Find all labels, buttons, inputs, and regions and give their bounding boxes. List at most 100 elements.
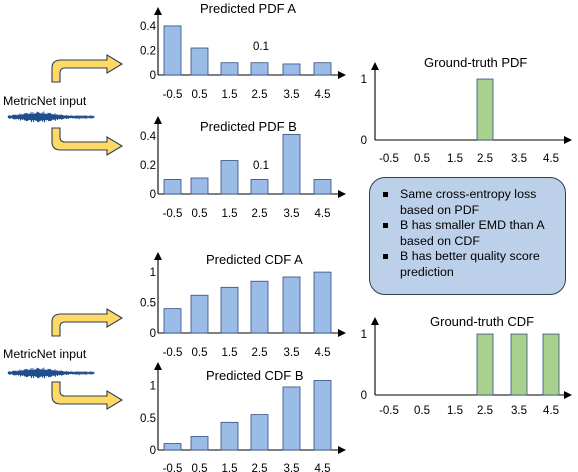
bar — [476, 78, 494, 141]
y-tick-label: 0 — [361, 390, 367, 402]
y-tick-label: 0.5 — [140, 413, 156, 425]
chart-5: Predicted CDF B 0 0.5 1 -0.5 0.5 1.5 2.5 3.5 4.5 — [140, 362, 346, 472]
bar — [220, 160, 239, 195]
x-tick-label: 1.5 — [222, 347, 238, 359]
bar — [163, 443, 182, 451]
x-tick-label: 0.5 — [414, 405, 430, 417]
chart-6: Ground-truth CDF 0 1 -0.5 0.5 1.5 2.5 3.5 4.5 — [361, 314, 572, 417]
summary-list: Same cross-entropy loss based on PDF B h… — [378, 187, 559, 281]
x-tick-label: -0.5 — [379, 153, 399, 165]
input-label-top: MetricNet input — [3, 94, 87, 108]
x-tick-label: -0.5 — [163, 463, 183, 472]
x-tick-label: 3.5 — [511, 153, 527, 165]
x-tick-label: 2.5 — [252, 89, 268, 101]
y-tick-label: 0 — [150, 445, 156, 457]
bar — [313, 271, 332, 334]
flow-arrows — [51, 54, 124, 410]
x-tick-label: -0.5 — [163, 89, 183, 101]
bar-value-annotation: 0.1 — [253, 160, 269, 172]
summary-item: B has smaller EMD than A based on CDF — [378, 218, 559, 249]
bar — [220, 62, 239, 76]
bar — [282, 276, 301, 334]
x-tick-label: 2.5 — [252, 347, 268, 359]
y-tick-label: 0 — [150, 189, 156, 201]
y-tick-label: 0 — [361, 135, 367, 147]
x-tick-label: 3.5 — [284, 89, 300, 101]
bar — [250, 179, 269, 195]
chart-title: Ground-truth PDF — [424, 55, 527, 70]
x-tick-label: 1.5 — [222, 463, 238, 472]
input-label-bottom: MetricNet input — [3, 347, 87, 361]
bent-arrow-icon — [51, 381, 124, 410]
x-tick-label: 4.5 — [543, 405, 559, 417]
y-tick-label: 1 — [150, 267, 156, 279]
x-tick-label: 1.5 — [222, 208, 238, 220]
chart-title: Predicted CDF B — [206, 368, 304, 383]
y-tick-label: 0 — [150, 70, 156, 82]
bar — [163, 179, 182, 195]
x-tick-label: 3.5 — [511, 405, 527, 417]
bent-arrow-icon — [51, 308, 124, 337]
bar — [190, 177, 209, 195]
bar — [313, 380, 332, 451]
bar — [163, 25, 182, 76]
summary-item: B has better quality score prediction — [378, 249, 559, 280]
y-tick-label: 0 — [150, 328, 156, 340]
x-tick-label: 2.5 — [252, 208, 268, 220]
y-tick-label: 0.5 — [140, 298, 156, 310]
x-tick-label: 0.5 — [192, 347, 208, 359]
x-tick-label: 4.5 — [315, 208, 331, 220]
x-tick-label: -0.5 — [163, 208, 183, 220]
x-tick-label: 4.5 — [315, 347, 331, 359]
bar-value-annotation: 0.1 — [253, 41, 269, 53]
x-tick-label: 0.5 — [192, 89, 208, 101]
x-tick-label: 4.5 — [543, 153, 559, 165]
y-tick-label: 1 — [361, 329, 367, 341]
chart-4: Predicted CDF A 0 0.5 1 -0.5 0.5 1.5 2.5 3.5 4.5 — [140, 252, 346, 359]
chart-title: Predicted PDF A — [200, 1, 296, 16]
y-tick-label: 1 — [150, 381, 156, 393]
chart-title: Ground-truth CDF — [430, 314, 534, 329]
bar — [220, 286, 239, 334]
bar — [510, 333, 528, 396]
bent-arrow-icon — [51, 54, 124, 83]
bar — [476, 333, 494, 396]
bar — [313, 62, 332, 76]
waveform-icon-top — [7, 111, 95, 123]
x-tick-label: 0.5 — [192, 463, 208, 472]
summary-item: Same cross-entropy loss based on PDF — [378, 187, 559, 218]
bar — [282, 63, 301, 76]
chart-title: Predicted PDF B — [200, 119, 297, 134]
x-tick-label: 2.5 — [252, 463, 268, 472]
summary-note-box: Same cross-entropy loss based on PDF B h… — [369, 177, 566, 295]
bar — [190, 47, 209, 76]
x-tick-label: -0.5 — [163, 347, 183, 359]
bar — [190, 436, 209, 451]
charts-group: Predicted PDF A 0 0.2 0.4 -0.5 0.5 1.5 2.5 3.5 4.… — [140, 1, 572, 472]
y-tick-label: 1 — [361, 74, 367, 86]
waveform-icon-bottom — [7, 367, 95, 379]
bar — [250, 280, 269, 334]
bar — [282, 133, 301, 195]
y-tick-label: 0.2 — [140, 45, 156, 57]
y-tick-label: 0.4 — [140, 21, 157, 33]
x-tick-label: 1.5 — [447, 405, 463, 417]
x-tick-label: 3.5 — [284, 208, 300, 220]
x-tick-label: 2.5 — [477, 153, 493, 165]
bar — [282, 386, 301, 451]
chart-1: Predicted PDF A 0 0.2 0.4 -0.5 0.5 1.5 2.5 3.5 4.… — [140, 1, 346, 101]
bar — [313, 179, 332, 195]
x-tick-label: 4.5 — [315, 89, 331, 101]
x-tick-label: -0.5 — [379, 405, 399, 417]
x-tick-label: 1.5 — [222, 89, 238, 101]
bar — [542, 333, 560, 396]
chart-title: Predicted CDF A — [206, 252, 303, 267]
x-tick-label: 2.5 — [477, 405, 493, 417]
bar — [163, 308, 182, 334]
chart-2: Predicted PDF B 0 0.2 0.4 -0.5 0.5 1.5 2.5 3.5 4.… — [140, 116, 346, 220]
y-tick-label: 0.4 — [140, 131, 157, 143]
x-tick-label: 3.5 — [284, 463, 300, 472]
x-tick-label: 0.5 — [414, 153, 430, 165]
x-tick-label: 0.5 — [192, 208, 208, 220]
